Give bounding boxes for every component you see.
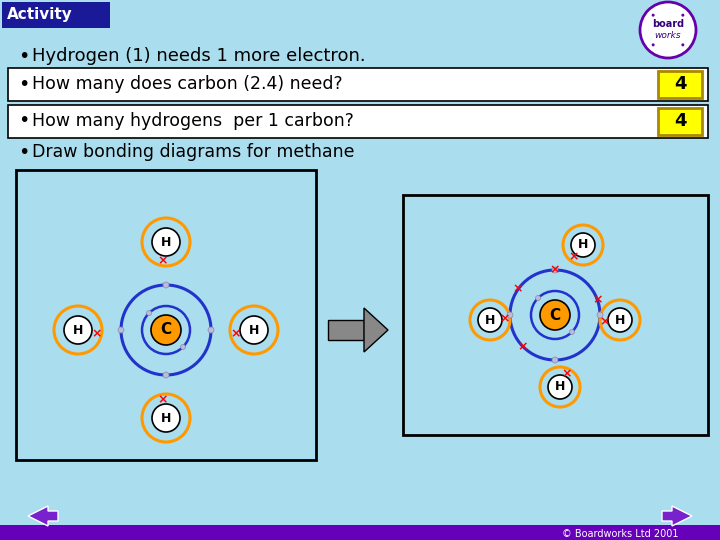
Circle shape [608,308,632,332]
Text: H: H [249,323,259,336]
Circle shape [240,316,268,344]
Circle shape [478,308,502,332]
Circle shape [597,312,603,318]
Text: ×: × [230,327,240,340]
Polygon shape [662,506,692,526]
Circle shape [208,327,214,333]
Circle shape [147,310,151,315]
Text: H: H [161,411,171,424]
Circle shape [181,345,186,349]
Text: H: H [555,381,565,394]
Text: How many hydrogens  per 1 carbon?: How many hydrogens per 1 carbon? [32,112,354,130]
Text: ×: × [518,340,528,353]
Text: Hydrogen (1) needs 1 more electron.: Hydrogen (1) needs 1 more electron. [32,47,366,65]
Circle shape [540,300,570,330]
Circle shape [152,228,180,256]
Text: 4: 4 [674,112,686,130]
Text: ×: × [592,293,603,306]
Bar [16,170,316,460]
Text: ×: × [561,367,572,380]
Bar [0,525,720,540]
Text: C: C [161,322,171,338]
Bar [658,71,702,98]
Circle shape [552,357,558,363]
Circle shape [548,375,572,399]
Text: Draw bonding diagrams for methane: Draw bonding diagrams for methane [32,143,354,161]
Circle shape [571,233,595,257]
Text: H: H [73,323,84,336]
Polygon shape [364,308,388,352]
Text: Activity: Activity [7,8,73,23]
Text: H: H [615,314,625,327]
Text: •: • [18,46,30,65]
Circle shape [151,315,181,345]
Circle shape [163,372,169,378]
Circle shape [652,14,654,17]
Circle shape [64,316,92,344]
Circle shape [152,404,180,432]
Text: ×: × [91,327,102,340]
Text: ×: × [158,254,168,267]
Circle shape [681,43,684,46]
Circle shape [536,295,541,301]
Text: C: C [549,307,561,322]
Text: board: board [652,19,684,29]
Circle shape [681,14,684,17]
Text: 4: 4 [674,75,686,93]
Text: ×: × [513,282,523,296]
Text: H: H [485,314,495,327]
Text: ×: × [158,393,168,406]
Circle shape [507,312,513,318]
Bar [328,320,364,340]
Text: H: H [161,235,171,248]
Text: •: • [18,75,30,93]
Circle shape [118,327,124,333]
Text: works: works [654,31,681,40]
Circle shape [640,2,696,58]
Bar [8,68,708,101]
Text: H: H [578,239,588,252]
Bar [2,2,110,28]
Bar [403,195,708,435]
Text: •: • [18,111,30,131]
Circle shape [652,43,654,46]
Text: ×: × [568,250,579,263]
Polygon shape [28,506,58,526]
Circle shape [552,267,558,273]
Text: © Boardworks Ltd 2001: © Boardworks Ltd 2001 [562,529,678,539]
Text: •: • [18,143,30,161]
Text: ×: × [500,312,510,325]
Text: ×: × [600,315,611,328]
Text: How many does carbon (2.4) need?: How many does carbon (2.4) need? [32,75,343,93]
Circle shape [163,282,169,288]
Bar [658,108,702,135]
Circle shape [570,329,575,334]
Bar [8,105,708,138]
Text: ×: × [550,264,560,276]
